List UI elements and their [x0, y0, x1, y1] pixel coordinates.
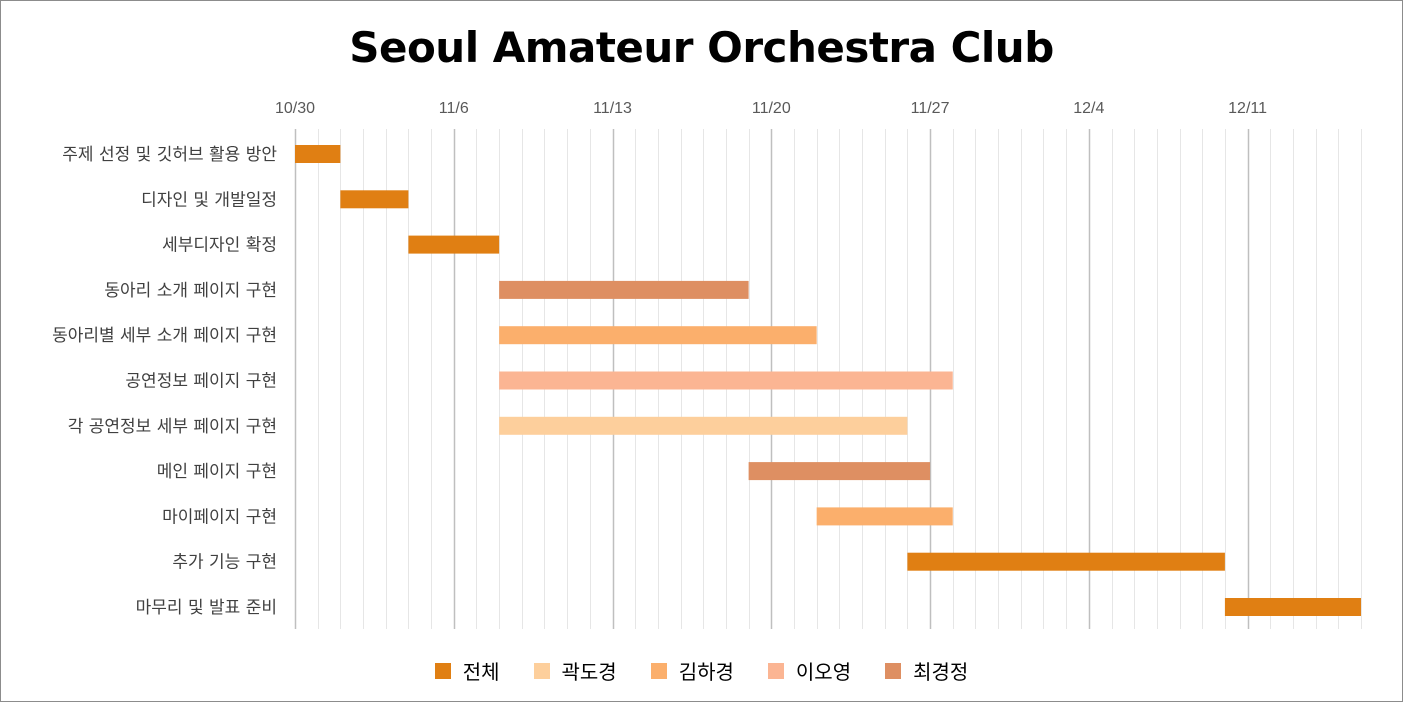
legend-swatch: [434, 662, 451, 679]
legend-label: 전체: [462, 660, 500, 684]
task-label: 메인 페이지 구현: [157, 462, 277, 482]
task-bar: [499, 326, 817, 345]
task-bar: [748, 462, 931, 481]
task-label: 공연정보 페이지 구현: [125, 372, 277, 392]
x-tick-label: 11/27: [911, 100, 950, 117]
legend-label: 이오영: [795, 660, 852, 684]
task-label: 마무리 및 발표 준비: [136, 598, 277, 618]
chart-title: Seoul Amateur Orchestra Club: [349, 23, 1054, 72]
legend-swatch: [767, 662, 784, 679]
legend: 전체 곽도경 김하경 이오영 최경정: [1, 656, 1402, 685]
task-bar: [340, 190, 409, 209]
legend-label: 최경정: [913, 660, 969, 684]
x-tick-label: 10/30: [275, 100, 315, 117]
task-bars: [295, 145, 1361, 616]
task-bar: [1224, 598, 1361, 616]
x-tick-label: 11/13: [593, 100, 632, 117]
legend-swatch: [885, 662, 902, 679]
task-label: 디자인 및 개발일정: [141, 190, 277, 210]
task-bar: [499, 371, 953, 390]
date-axis: 10/30 11/6 11/13 11/20 11/27 12/4 12/11: [275, 100, 1267, 117]
legend-label: 곽도경: [561, 660, 617, 684]
task-label: 각 공연정보 세부 페이지 구현: [68, 417, 277, 437]
task-bar: [907, 552, 1225, 571]
x-tick-label: 11/20: [752, 100, 791, 117]
legend-item: 곽도경: [533, 656, 617, 685]
task-bar: [408, 235, 500, 254]
x-tick-label: 12/11: [1228, 100, 1267, 117]
legend-item: 전체: [434, 656, 500, 685]
task-label: 마이페이지 구현: [162, 507, 277, 527]
x-tick-label: 12/4: [1073, 100, 1104, 117]
task-bar: [499, 416, 908, 435]
task-label: 추가 기능 구현: [172, 553, 277, 573]
task-label: 동아리별 세부 소개 페이지 구현: [52, 326, 277, 346]
task-bar: [499, 280, 749, 299]
legend-swatch: [650, 662, 667, 679]
task-label: 주제 선정 및 깃허브 활용 방안: [62, 145, 277, 165]
task-label: 동아리 소개 페이지 구현: [104, 281, 277, 301]
legend-swatch: [533, 662, 550, 679]
task-bar: [295, 145, 341, 163]
x-tick-label: 11/6: [439, 100, 469, 117]
legend-item: 최경정: [885, 656, 968, 685]
legend-item: 이오영: [767, 656, 852, 685]
legend-label: 김하경: [678, 660, 734, 684]
legend-item: 김하경: [650, 656, 734, 685]
task-label: 세부디자인 확정: [162, 236, 277, 256]
task-bar: [816, 507, 953, 526]
